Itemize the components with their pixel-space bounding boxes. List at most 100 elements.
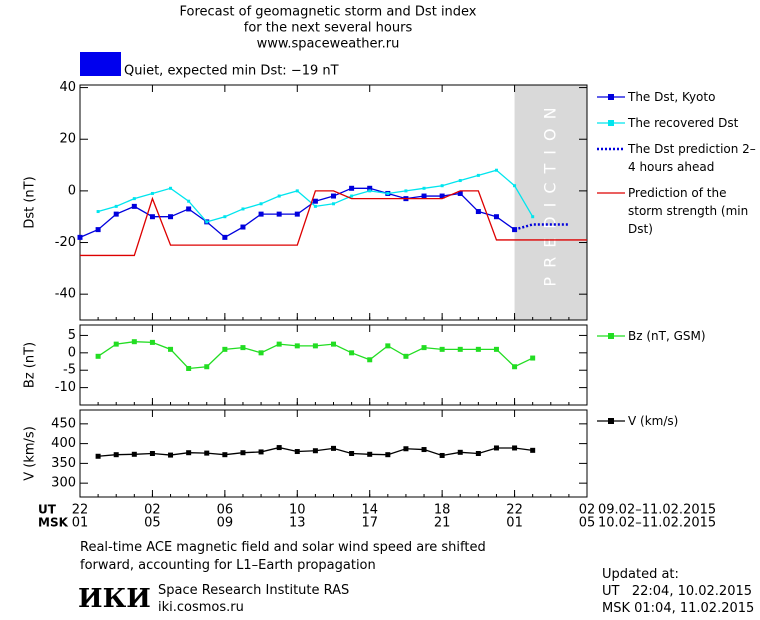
site: iki.cosmos.ru	[158, 600, 244, 615]
msk-tick-label: 13	[289, 516, 306, 531]
data-point	[95, 353, 101, 359]
y-tick-label: -40	[55, 287, 76, 302]
data-point	[258, 350, 264, 356]
data-point	[494, 168, 498, 172]
data-point	[440, 184, 444, 188]
data-point	[276, 341, 282, 347]
msk-tick-label: 05	[144, 516, 161, 531]
series-line	[97, 169, 534, 223]
legend-entry: The recovered Dst	[628, 116, 739, 130]
msk-range: 10.02–11.02.2015	[598, 516, 716, 531]
data-point	[150, 191, 154, 195]
y-tick-label: 0	[68, 183, 76, 198]
data-point	[276, 445, 282, 451]
data-point	[476, 173, 480, 177]
data-point	[240, 345, 246, 351]
footer-note: forward, accounting for L1–Earth propaga…	[80, 558, 376, 573]
legend-marker	[608, 418, 614, 424]
data-point	[168, 346, 174, 352]
legend-entry: V (km/s)	[628, 414, 679, 428]
data-point	[95, 227, 101, 233]
data-point	[421, 345, 427, 351]
y-axis-label: V (km/s)	[23, 426, 38, 481]
y-axis-label: Dst (nT)	[23, 176, 38, 228]
data-point	[439, 452, 445, 458]
data-point	[186, 450, 192, 456]
data-point	[205, 220, 209, 224]
data-point	[259, 202, 263, 206]
data-point	[312, 448, 318, 454]
x-tick-label: 06	[217, 503, 234, 518]
data-point	[113, 211, 119, 217]
data-point	[187, 199, 191, 203]
institute: Space Research Institute RAS	[158, 583, 350, 598]
data-point	[258, 449, 264, 455]
x-tick-label: 02	[579, 503, 596, 518]
data-point	[475, 451, 481, 456]
data-point	[439, 346, 445, 352]
msk-tick-label: 17	[361, 516, 378, 531]
data-point	[349, 451, 355, 456]
msk-tick-label: 21	[434, 516, 451, 531]
data-point	[294, 211, 300, 217]
data-point	[186, 365, 192, 371]
data-point	[350, 194, 354, 198]
title-line: for the next several hours	[244, 21, 413, 36]
data-point	[512, 364, 518, 370]
legend-entry: The Dst prediction 2–4 hours ahead	[628, 142, 756, 174]
data-point	[404, 189, 408, 193]
data-point	[457, 346, 463, 352]
y-tick-label: -20	[55, 235, 76, 250]
data-point	[240, 224, 246, 230]
status-swatch	[80, 52, 121, 76]
data-point	[169, 186, 173, 190]
data-point	[530, 447, 536, 453]
data-point	[331, 445, 336, 451]
data-point	[422, 186, 426, 190]
y-tick-label: -5	[63, 363, 76, 378]
data-point	[457, 449, 463, 455]
y-tick-label: 400	[51, 436, 76, 451]
x-tick-label: 02	[144, 503, 161, 518]
footer-note: Real-time ACE magnetic field and solar w…	[80, 540, 486, 555]
legend-entry: The Dst, Kyoto	[628, 90, 716, 104]
msk-tick-label: 01	[506, 516, 523, 531]
x-tick-label: 22	[72, 503, 89, 518]
data-point	[475, 346, 481, 352]
y-tick-label: 20	[59, 132, 76, 147]
data-point	[204, 450, 210, 456]
data-point	[403, 353, 409, 359]
x-tick-label: 22	[506, 503, 523, 518]
msk-tick-label: 09	[217, 516, 234, 531]
y-tick-label: 450	[51, 416, 76, 431]
prediction-band	[514, 85, 587, 320]
data-point	[531, 215, 535, 219]
data-point	[241, 207, 245, 211]
legend-entry: Prediction of the storm strength (min Ds…	[628, 186, 749, 236]
legend-marker	[608, 333, 614, 339]
legend-entry: Bz (nT, GSM)	[628, 329, 706, 343]
data-point	[331, 341, 336, 347]
data-point	[530, 355, 536, 361]
data-point	[312, 198, 318, 204]
data-point	[95, 453, 101, 459]
data-point	[493, 445, 499, 451]
data-point	[113, 341, 119, 347]
data-point	[349, 185, 355, 191]
y-tick-label: 40	[59, 80, 76, 95]
data-point	[367, 451, 373, 457]
data-point	[332, 202, 335, 206]
data-point	[385, 452, 391, 458]
data-point	[77, 234, 83, 240]
data-point	[204, 364, 210, 370]
data-point	[277, 194, 281, 198]
plot-frame	[79, 324, 588, 406]
data-point	[349, 350, 355, 356]
data-point	[294, 449, 300, 455]
msk-tick-label: 01	[72, 516, 89, 531]
legend-marker	[608, 94, 614, 100]
data-point	[149, 339, 155, 345]
data-point	[331, 193, 336, 199]
y-tick-label: 5	[68, 328, 76, 343]
